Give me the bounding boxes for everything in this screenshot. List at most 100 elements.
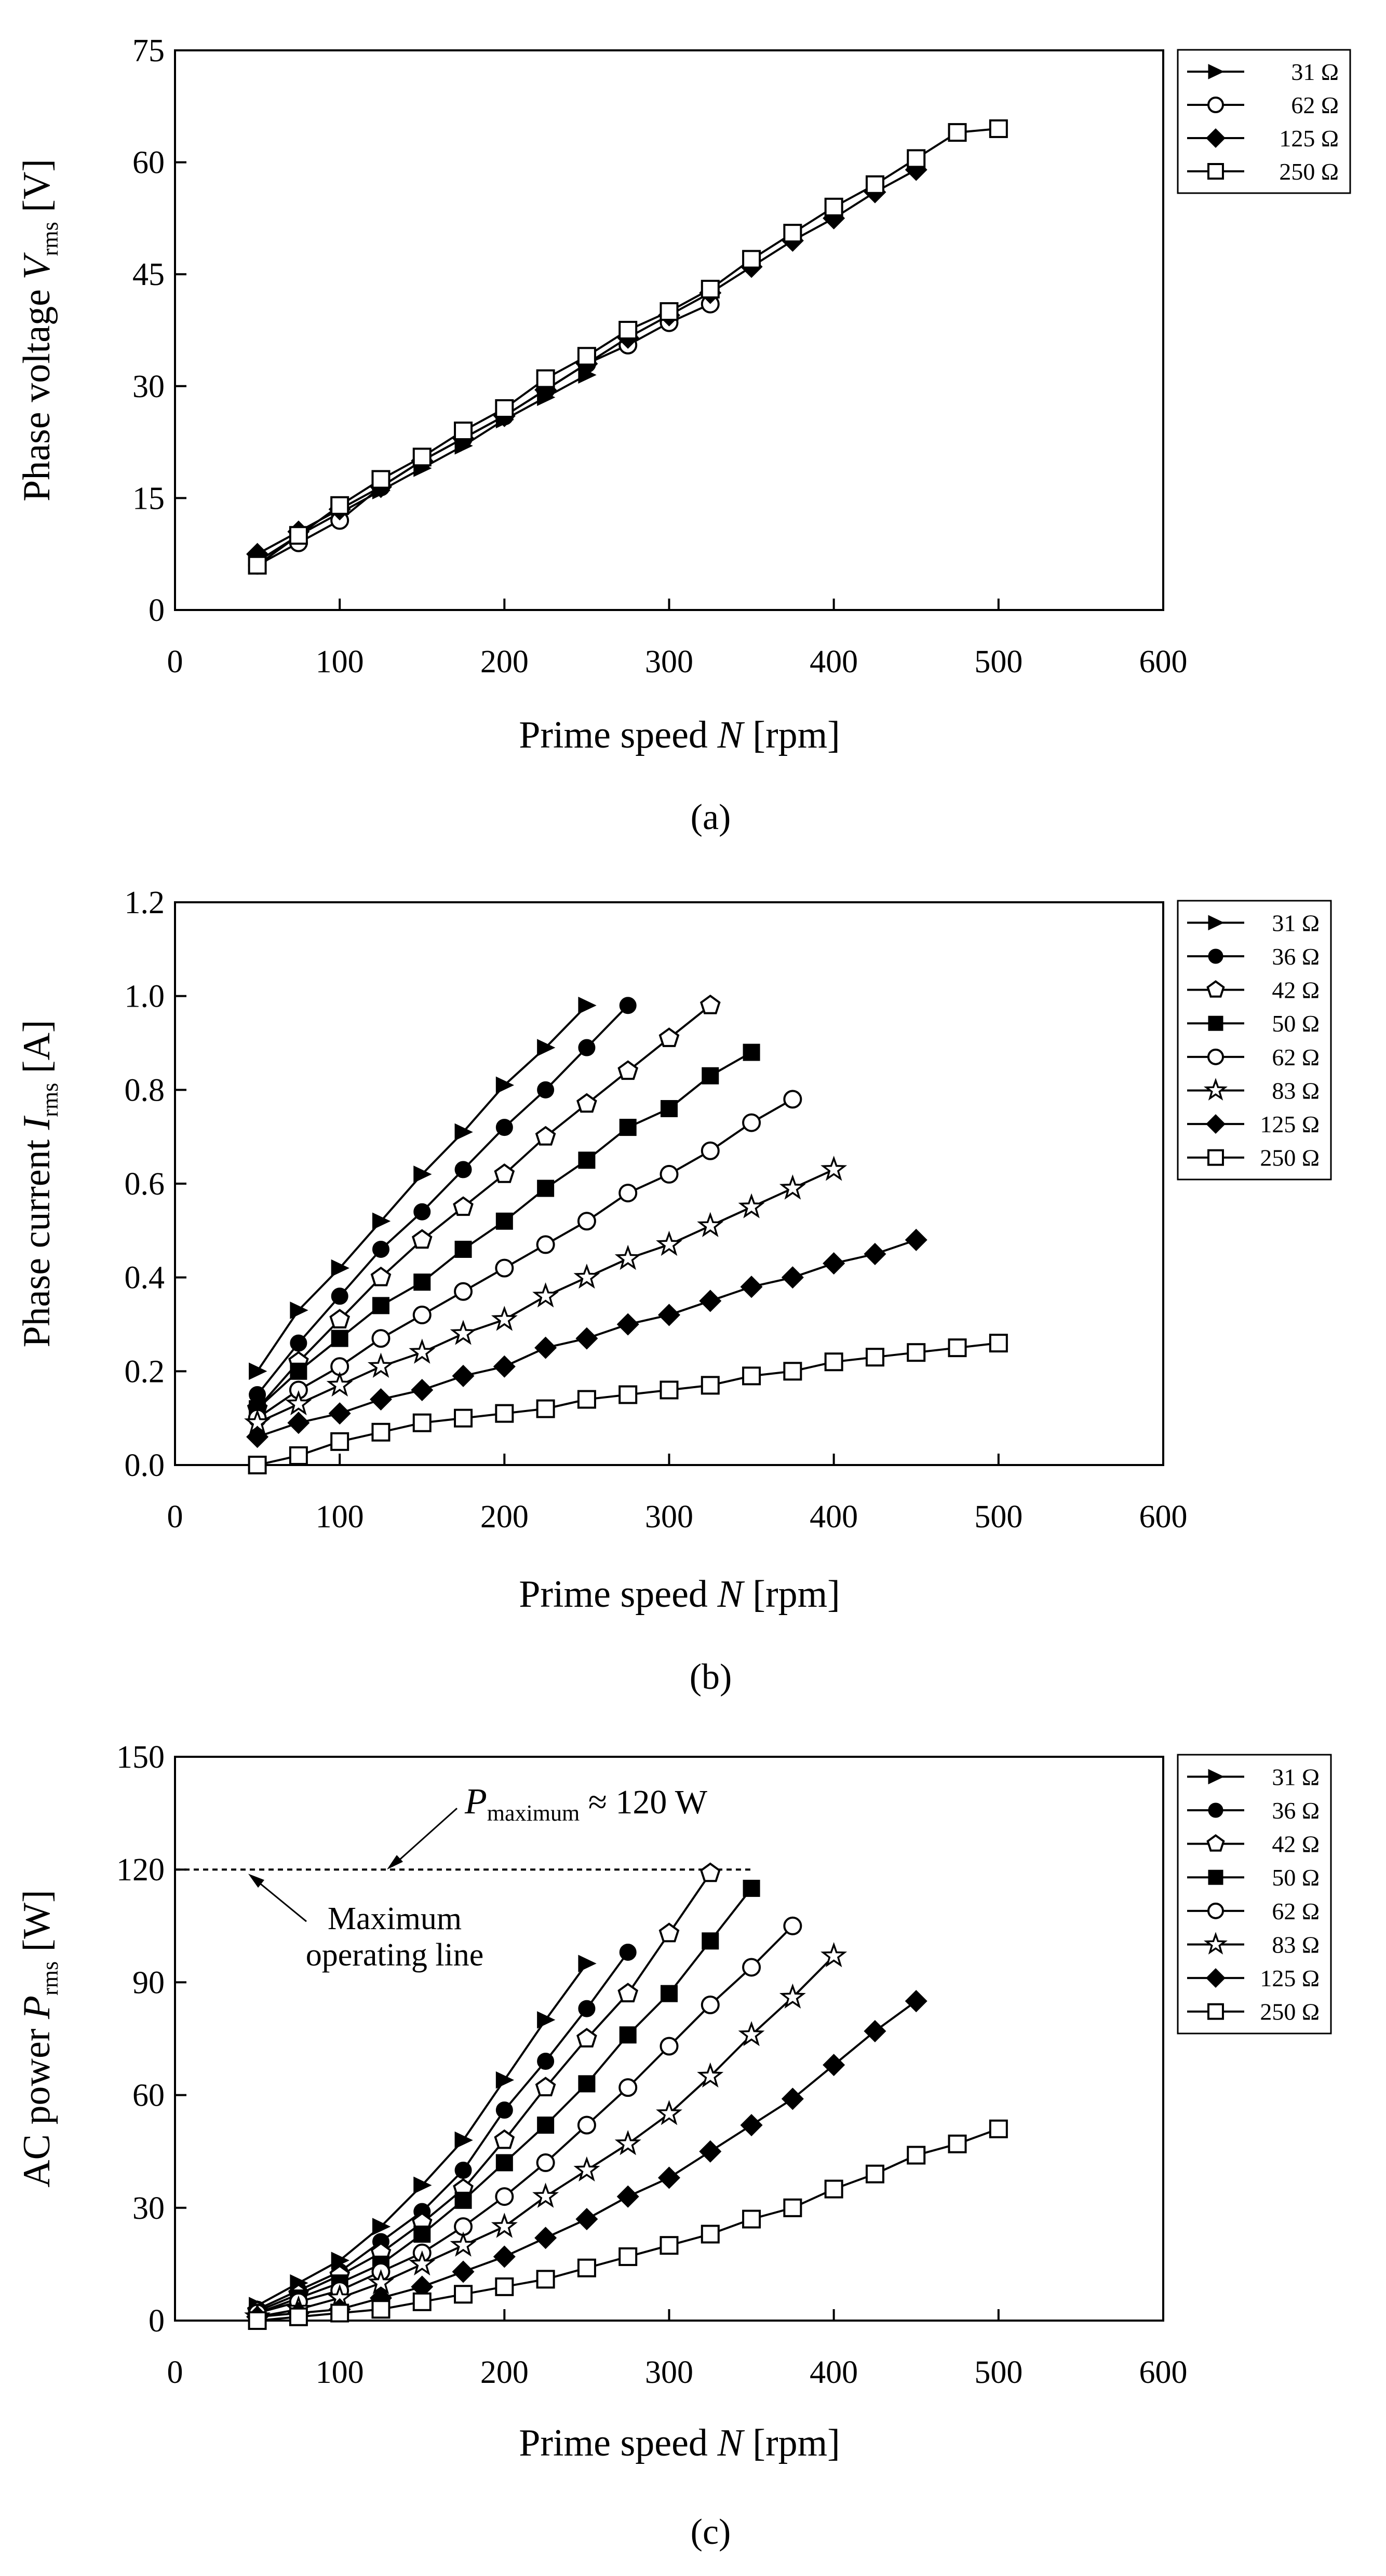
x-axis-title-main: Prime speed xyxy=(519,2422,717,2464)
data-point xyxy=(491,2213,518,2238)
legend-label: 36 Ω xyxy=(1272,1797,1320,1824)
data-point xyxy=(454,2131,473,2149)
data-point xyxy=(532,2182,559,2208)
legend-marker xyxy=(1207,1902,1224,1919)
data-point xyxy=(495,1119,513,1136)
y-tick-label: 0.0 xyxy=(125,1448,165,1483)
x-tick-label: 300 xyxy=(645,1499,693,1535)
y-tick-label: 1.0 xyxy=(125,979,165,1014)
x-tick-label: 500 xyxy=(974,2355,1022,2390)
x-axis-title-var: N xyxy=(717,1573,752,1616)
data-point xyxy=(781,1266,804,1289)
y-axis-title-main: AC power xyxy=(16,2019,58,2188)
data-point xyxy=(412,448,432,467)
legend-marker xyxy=(1208,948,1223,964)
y-axis-title-var: V xyxy=(16,252,58,279)
data-point xyxy=(824,1352,843,1372)
y-axis-title-var: I xyxy=(16,1115,58,1130)
data-point xyxy=(905,1228,927,1251)
pmax-var: P xyxy=(464,1782,487,1822)
y-tick-label: 60 xyxy=(132,145,165,181)
x-tick-label: 400 xyxy=(810,2355,858,2390)
data-point xyxy=(783,224,802,243)
data-point xyxy=(619,1943,637,1961)
legend-marker xyxy=(1207,1149,1224,1166)
x-axis-title-main: Prime speed xyxy=(519,1573,717,1616)
data-point xyxy=(285,1390,312,1416)
data-point xyxy=(289,526,308,545)
x-tick-label: 300 xyxy=(645,644,693,680)
data-point xyxy=(660,1380,679,1400)
data-point xyxy=(743,1043,760,1061)
data-point xyxy=(330,1432,349,1451)
data-point xyxy=(413,1273,431,1291)
series-31-ohm xyxy=(249,996,597,1380)
x-axis-title-main: Prime speed xyxy=(519,714,717,756)
y-tick-label: 45 xyxy=(132,257,165,292)
panel-caption: (c) xyxy=(691,2512,731,2552)
y-tick-label: 150 xyxy=(116,1740,165,1775)
x-tick-label: 600 xyxy=(1139,1499,1188,1535)
x-axis-title: Prime speed N [rpm] xyxy=(519,714,840,756)
data-point xyxy=(249,1362,267,1380)
max-line-arrowhead xyxy=(248,1874,264,1888)
data-point xyxy=(495,2071,515,2089)
data-point xyxy=(412,1413,432,1432)
data-point xyxy=(575,2208,598,2231)
legend-label: 31 Ω xyxy=(1272,1764,1320,1790)
data-point xyxy=(454,2161,472,2179)
data-point xyxy=(371,1422,391,1442)
data-point xyxy=(453,1196,474,1216)
x-tick-label: 600 xyxy=(1139,644,1188,680)
series-62-ohm xyxy=(248,1090,802,1428)
y-tick-label: 0 xyxy=(149,2303,165,2339)
data-point xyxy=(658,1027,680,1047)
data-point xyxy=(495,1212,513,1230)
data-point xyxy=(578,1151,596,1169)
y-axis-title-main: Phase current xyxy=(16,1130,58,1347)
data-point xyxy=(907,1343,926,1362)
data-point xyxy=(290,1301,308,1319)
x-tick-label: 500 xyxy=(974,1499,1022,1535)
data-point xyxy=(454,422,473,441)
data-point xyxy=(289,1446,308,1465)
y-axis-title-unit: [V] xyxy=(16,159,58,222)
data-point xyxy=(656,1230,682,1256)
data-point xyxy=(454,2285,473,2304)
data-point xyxy=(660,2037,679,2056)
legend-label: 125 Ω xyxy=(1260,1111,1320,1137)
data-point xyxy=(454,1408,473,1428)
data-point xyxy=(699,994,721,1014)
data-point xyxy=(743,1879,760,1897)
data-point xyxy=(619,997,637,1014)
data-point xyxy=(701,1376,720,1395)
series-250-ohm xyxy=(248,2119,1008,2330)
data-point xyxy=(702,1067,719,1084)
data-point xyxy=(699,2140,722,2163)
data-point xyxy=(326,1371,353,1397)
data-point xyxy=(573,1263,600,1289)
data-point xyxy=(573,2156,600,2182)
series-line xyxy=(257,1951,629,2311)
data-point xyxy=(494,2129,515,2149)
data-point xyxy=(783,1916,802,1935)
max-line-label-1: Maximum xyxy=(328,1901,462,1936)
data-point xyxy=(290,1362,307,1380)
data-point xyxy=(412,1305,432,1324)
data-point xyxy=(657,1304,681,1326)
data-point xyxy=(535,1126,556,1146)
data-point xyxy=(617,1060,639,1080)
legend: 31 Ω 36 Ω 42 Ω 50 Ω 62 Ω 83 Ω 125 Ω 250 Ω xyxy=(1177,1754,1332,2035)
y-tick-label: 0.6 xyxy=(125,1167,165,1202)
data-point xyxy=(372,2218,391,2235)
data-point xyxy=(413,2225,431,2243)
data-point xyxy=(820,1156,847,1181)
data-point xyxy=(618,1184,638,1203)
legend-frame xyxy=(1177,1754,1332,2035)
x-axis-title-unit: [rpm] xyxy=(752,1573,840,1616)
data-point xyxy=(577,2258,596,2277)
legend-label: 50 Ω xyxy=(1272,1864,1320,1891)
data-point xyxy=(372,1212,391,1230)
data-point xyxy=(614,2130,641,2155)
